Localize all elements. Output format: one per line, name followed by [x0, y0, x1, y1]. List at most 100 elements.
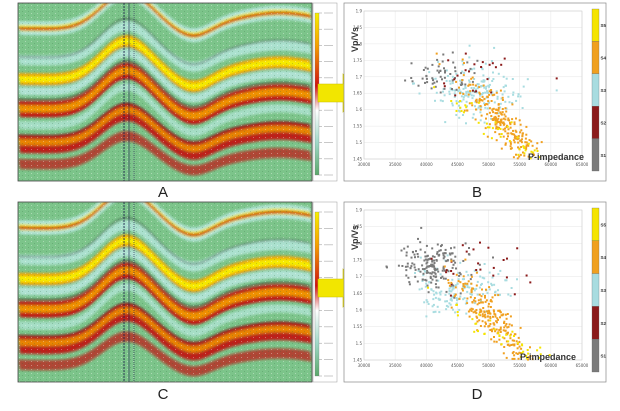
data-point-s5: [471, 318, 474, 321]
data-point-s4: [484, 321, 487, 324]
data-point-s1: [423, 259, 426, 262]
legend-swatch-s4: [591, 41, 600, 74]
data-point-s3: [508, 101, 511, 104]
data-point-s4: [492, 107, 495, 110]
data-point-s3: [461, 60, 464, 63]
data-point-s4: [485, 299, 488, 302]
data-point-s1: [452, 263, 455, 266]
data-point-s1: [424, 66, 427, 69]
data-point-s3: [509, 294, 512, 297]
data-point-s1: [424, 251, 427, 254]
data-point-s2: [477, 262, 480, 265]
data-point-s4: [464, 258, 467, 261]
data-point-s4: [519, 139, 522, 142]
data-point-s3: [462, 298, 465, 301]
legend: S5 S4 S3 S2 S1: [591, 207, 607, 373]
y-tick-label: 1.5: [356, 341, 363, 346]
legend-label-s5: S5: [601, 23, 607, 28]
data-point-s4: [501, 108, 504, 110]
data-point-s1: [458, 274, 461, 277]
data-point-s4: [503, 326, 506, 329]
data-point-s1: [431, 265, 434, 268]
data-point-s5: [485, 122, 488, 125]
data-point-s3: [519, 95, 522, 98]
data-point-s4: [499, 124, 502, 126]
data-point-s4: [506, 343, 509, 346]
data-point-s3: [449, 82, 452, 85]
data-point-s4: [497, 109, 500, 112]
data-point-s5: [482, 132, 485, 135]
data-point-s1: [411, 80, 414, 83]
data-point-s4: [500, 113, 503, 116]
data-point-s3: [474, 105, 476, 108]
data-point-s4: [495, 328, 498, 331]
data-point-s3: [496, 97, 499, 100]
data-point-s1: [426, 254, 429, 257]
data-point-s4: [502, 117, 505, 120]
data-point-s3: [444, 121, 447, 124]
data-point-s5: [523, 152, 526, 155]
data-point-s5: [455, 102, 458, 105]
data-point-s4: [469, 296, 472, 299]
data-point-s3: [451, 80, 454, 83]
data-point-s3: [432, 311, 435, 314]
x-tick-label: 50000: [482, 363, 495, 368]
data-point-s4: [454, 293, 457, 296]
legend: S5 S4 S3 S2 S1: [591, 8, 607, 172]
data-point-s3: [517, 93, 520, 96]
data-point-s3: [427, 303, 430, 305]
seismic-panel-c: [17, 201, 338, 383]
data-point-s5: [533, 149, 536, 152]
data-point-s1: [431, 77, 434, 80]
data-point-s3: [418, 288, 421, 291]
data-point-s4: [507, 135, 509, 138]
data-point-s3: [464, 283, 467, 286]
data-point-s4: [472, 287, 474, 290]
data-point-s4: [509, 121, 511, 124]
y-tick-label: 1.9: [356, 208, 363, 213]
data-point-s4: [511, 357, 514, 360]
data-point-s4: [497, 309, 500, 312]
data-point-s1: [421, 77, 424, 80]
data-point-s3: [488, 271, 491, 274]
data-point-s2: [479, 241, 481, 244]
y-tick-label: 1.8: [356, 41, 363, 46]
data-point-s4: [499, 111, 502, 114]
data-point-s5: [539, 353, 542, 356]
data-point-s1: [427, 271, 430, 274]
data-point-s2: [475, 90, 478, 93]
data-point-s2: [513, 293, 516, 296]
data-point-s1: [425, 77, 428, 80]
data-point-s4: [518, 155, 521, 158]
data-point-s1: [420, 226, 423, 229]
data-point-s1: [451, 266, 454, 269]
data-point-s1: [464, 242, 467, 245]
data-point-s4: [507, 128, 510, 131]
data-point-s4: [509, 337, 512, 340]
data-point-s3: [482, 92, 484, 95]
data-point-s4: [489, 329, 492, 331]
data-point-s4: [489, 306, 492, 308]
data-point-s1: [419, 270, 422, 273]
data-point-s5: [477, 330, 479, 333]
data-point-s1: [417, 268, 420, 271]
data-point-s3: [477, 83, 480, 86]
data-point-s4: [462, 283, 465, 285]
data-point-s4: [519, 123, 522, 126]
data-point-s4: [495, 125, 498, 128]
data-point-s1: [436, 268, 439, 271]
data-point-s4: [502, 313, 505, 316]
data-point-s3: [511, 78, 514, 80]
data-point-s4: [485, 288, 487, 291]
data-point-s3: [484, 310, 487, 313]
data-point-s3: [440, 290, 443, 293]
data-point-s4: [459, 281, 462, 284]
data-point-s3: [491, 60, 493, 63]
data-point-s4: [472, 83, 475, 86]
data-point-s5: [520, 343, 523, 346]
data-point-s4: [487, 319, 490, 322]
data-point-s3: [444, 293, 447, 296]
data-point-s4: [492, 315, 494, 318]
data-point-s4: [507, 325, 510, 328]
